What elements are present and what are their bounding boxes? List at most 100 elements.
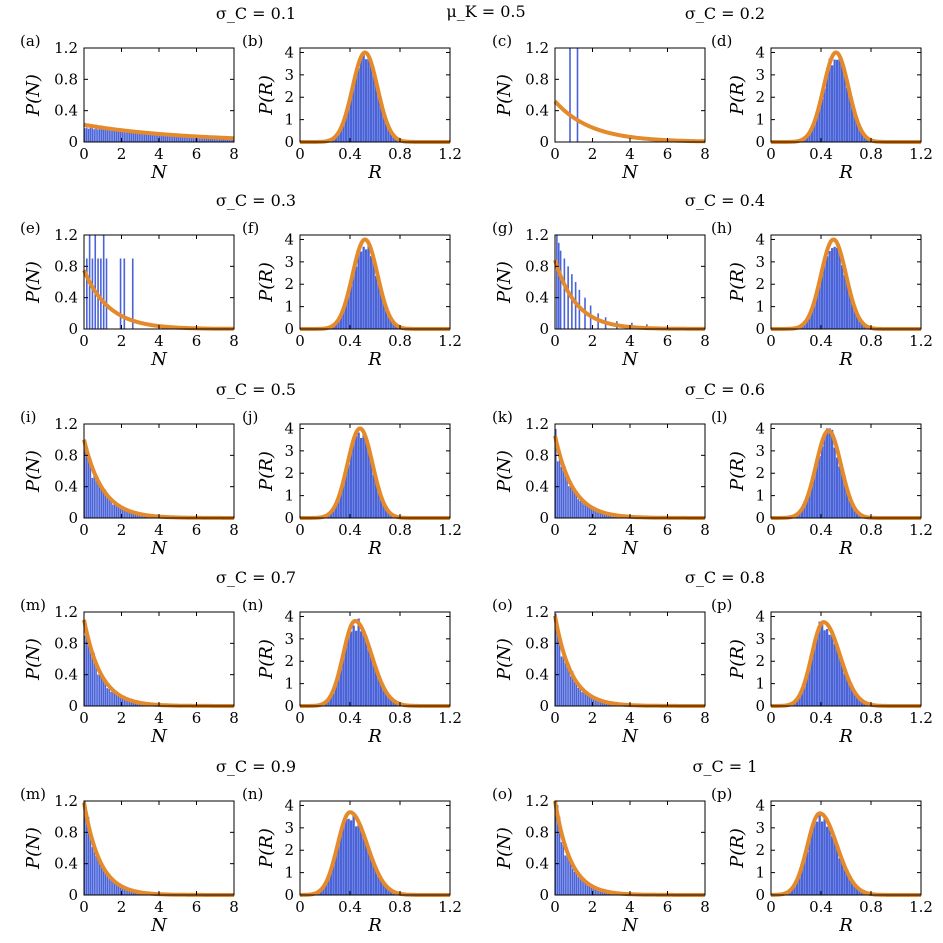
y-tick-label: 0 — [68, 886, 78, 904]
x-tick-label: 0.8 — [388, 898, 412, 916]
hist-bar — [806, 673, 809, 706]
y-tick-label: 0 — [755, 509, 765, 527]
hist-bar — [365, 249, 368, 329]
hist-bar — [100, 489, 103, 518]
hist-bar — [370, 65, 373, 142]
y-tick-label: 2 — [284, 275, 294, 293]
hist-bar — [560, 656, 563, 706]
hist-bar — [110, 691, 112, 706]
x-tick-label: 6 — [663, 709, 673, 727]
y-tick-label: 0.4 — [54, 289, 78, 307]
hist-bar — [811, 483, 814, 518]
hist-bar — [360, 58, 363, 142]
hist-bar — [387, 696, 390, 706]
hist-bar — [119, 505, 122, 518]
y-tick-label: 0 — [68, 697, 78, 715]
hist-bar — [798, 512, 801, 518]
y-tick-label: 3 — [284, 819, 294, 837]
hist-bar — [127, 890, 129, 895]
hist-bar — [130, 890, 133, 895]
hist-bar — [196, 137, 199, 142]
hist-bar — [355, 266, 358, 329]
hist-bar — [100, 125, 103, 142]
hist-bar — [106, 128, 109, 142]
hist-bar — [119, 885, 122, 895]
hist-bar — [853, 308, 856, 329]
hist-bar — [831, 836, 834, 895]
hist-bar — [362, 630, 365, 706]
hist-bar — [370, 459, 373, 518]
x-tick-label: 8 — [229, 709, 239, 727]
panel-label: (k) — [492, 408, 513, 426]
hist-bar — [846, 489, 849, 518]
y-tick-label: 1.2 — [525, 603, 549, 621]
hist-bar — [211, 137, 214, 142]
y-tick-label: 1 — [755, 487, 765, 505]
x-tick-label: 0 — [79, 145, 89, 163]
hist-bar — [793, 884, 796, 895]
hist-bar — [360, 437, 363, 518]
hist-bar — [568, 663, 570, 706]
y-tick-label: 2 — [284, 652, 294, 670]
x-tick-label: 4 — [625, 521, 635, 539]
hist-bar — [372, 865, 375, 895]
hist-bar — [207, 136, 210, 142]
hist-bar — [596, 888, 598, 895]
hist-bar — [100, 673, 103, 706]
hist-bar — [803, 505, 806, 518]
histogram — [84, 801, 157, 895]
hist-bar — [91, 652, 94, 706]
hist-bar — [560, 842, 563, 895]
panel-label: (o) — [492, 596, 513, 614]
y-tick-label: 3 — [755, 66, 765, 84]
hist-bar — [106, 496, 109, 518]
hist-bar — [594, 698, 596, 706]
hist-bar — [172, 135, 174, 142]
hist-bar — [382, 503, 385, 518]
panel-label: (l) — [711, 408, 728, 426]
hist-bar — [562, 655, 565, 706]
hist-bar — [330, 694, 333, 706]
group-title: σ_C = 0.2 — [685, 4, 765, 23]
hist-bar — [856, 313, 859, 329]
hist-bar — [556, 622, 559, 706]
hist-bar — [380, 497, 383, 518]
hist-bar — [575, 869, 578, 895]
y-tick-label: 0.8 — [525, 823, 549, 841]
y-tick-label: 3 — [755, 630, 765, 648]
hist-bar — [365, 437, 368, 518]
hist-bar — [380, 290, 383, 329]
hist-bar — [831, 248, 834, 329]
hist-bar — [585, 880, 587, 895]
hist-bar — [99, 673, 101, 706]
hist-bar — [367, 57, 370, 142]
hist-bar — [136, 131, 139, 142]
hist-bar — [600, 700, 602, 706]
panel-label: (j) — [242, 408, 258, 426]
x-axis-label: R — [838, 349, 853, 370]
x-tick-label: 2 — [117, 145, 127, 163]
hist-bar — [382, 113, 385, 142]
hist-bar — [149, 132, 152, 142]
hist-bar — [340, 128, 343, 142]
panel-label: (n) — [242, 596, 263, 614]
hist-bar — [821, 271, 824, 329]
hist-bar — [155, 134, 157, 142]
y-tick-label: 0.8 — [525, 257, 549, 275]
hist-bar — [108, 878, 110, 895]
hist-bar — [380, 880, 383, 895]
hist-bar — [843, 480, 846, 518]
hist-bar — [112, 879, 114, 895]
hist-bar — [828, 250, 831, 329]
hist-bar — [104, 679, 107, 706]
y-axis-label: P(R) — [727, 262, 748, 303]
hist-bar — [387, 314, 390, 329]
hist-bar — [823, 435, 826, 518]
fit-curve — [553, 99, 707, 144]
hist-bar — [110, 879, 112, 895]
hist-bar — [204, 137, 206, 142]
y-tick-label: 0.4 — [54, 102, 78, 120]
hist-bar — [798, 873, 801, 895]
